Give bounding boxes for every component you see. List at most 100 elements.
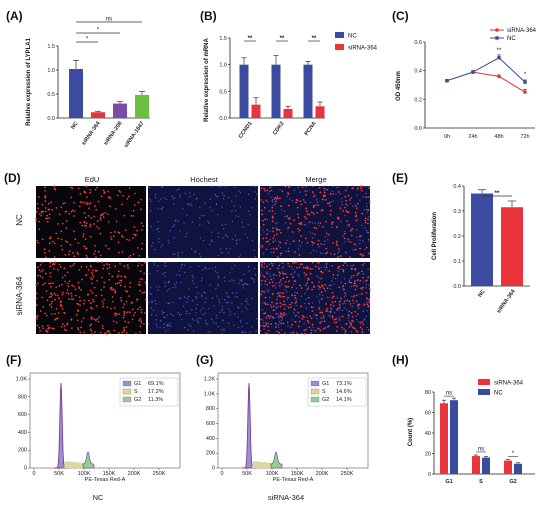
edu-cell: [281, 190, 284, 193]
edu-cell: [138, 319, 141, 322]
nucleus: [169, 325, 172, 327]
micrograph-nc-hochest: [147, 185, 258, 259]
nucleus: [273, 284, 276, 287]
nucleus: [207, 308, 210, 310]
nucleus: [253, 249, 256, 252]
edu-cell: [365, 196, 368, 199]
edu-cell: [264, 280, 267, 282]
nucleus: [193, 193, 195, 195]
nucleus: [328, 314, 330, 317]
edu-cell: [315, 314, 318, 317]
edu-cell: [316, 211, 319, 214]
nucleus: [343, 278, 346, 280]
nucleus: [220, 251, 222, 253]
nucleus: [280, 320, 283, 322]
nucleus: [295, 298, 298, 301]
edu-cell: [311, 310, 314, 312]
edu-cell: [328, 270, 331, 272]
bar-NC: [471, 193, 493, 286]
edu-cell: [279, 291, 281, 294]
nucleus: [177, 311, 179, 314]
data-point: [471, 70, 475, 74]
edu-cell: [93, 215, 95, 218]
nucleus: [172, 226, 174, 228]
edu-cell: [322, 194, 325, 197]
edu-cell: [337, 267, 339, 270]
nucleus: [269, 275, 272, 277]
edu-cell: [40, 270, 43, 273]
nucleus: [262, 229, 264, 231]
nucleus: [195, 286, 198, 288]
edu-cell: [266, 229, 269, 231]
nucleus: [156, 265, 159, 267]
edu-cell: [326, 251, 329, 254]
nucleus: [342, 235, 344, 237]
nucleus: [159, 319, 162, 322]
edu-cell: [269, 190, 271, 193]
nucleus: [199, 237, 202, 239]
nucleus: [179, 194, 181, 196]
edu-cell: [50, 292, 52, 295]
series-line-NC: [446, 57, 526, 83]
bar-G2-siRNA-364: [504, 460, 512, 474]
edu-cell: [111, 275, 114, 278]
edu-cell: [99, 331, 102, 334]
data-point: [497, 56, 501, 60]
edu-cell: [65, 291, 68, 294]
edu-cell: [72, 298, 75, 301]
nucleus: [203, 291, 205, 294]
edu-cell: [323, 187, 326, 190]
edu-cell: [35, 217, 37, 220]
nucleus: [205, 322, 207, 324]
edu-cell: [106, 213, 109, 216]
edu-cell: [110, 307, 112, 310]
edu-cell: [108, 332, 111, 334]
edu-cell: [117, 282, 119, 285]
y-tick-label: 1.5: [47, 44, 55, 50]
edu-cell: [307, 267, 309, 270]
edu-cell: [363, 303, 366, 306]
nucleus: [218, 277, 220, 279]
nucleus: [204, 266, 206, 269]
nucleus: [247, 303, 249, 305]
nucleus: [157, 208, 160, 210]
edu-cell: [263, 206, 266, 209]
nucleus: [184, 326, 186, 329]
edu-cell: [303, 329, 306, 332]
nucleus: [306, 289, 308, 291]
nucleus: [309, 252, 312, 254]
nucleus: [222, 237, 224, 239]
edu-cell: [350, 234, 353, 237]
edu-cell: [39, 213, 41, 215]
edu-cell: [348, 300, 351, 302]
edu-cell: [128, 295, 130, 297]
nucleus: [309, 231, 311, 233]
nucleus: [221, 306, 223, 308]
nucleus: [341, 197, 343, 200]
panel-label-b: (B): [200, 9, 217, 23]
edu-cell: [297, 216, 300, 219]
nucleus: [155, 314, 158, 317]
edu-cell: [77, 242, 80, 244]
edu-cell: [48, 249, 51, 252]
nucleus: [245, 283, 247, 285]
nucleus: [318, 288, 320, 290]
nucleus: [365, 185, 367, 188]
nucleus: [172, 197, 174, 200]
edu-cell: [271, 281, 274, 284]
panel-label-h: (H): [392, 353, 409, 367]
nucleus: [149, 292, 151, 294]
edu-cell: [287, 192, 289, 194]
edu-cell: [269, 186, 271, 189]
nucleus: [274, 239, 277, 241]
edu-cell: [132, 237, 134, 239]
y-tick-label: 200: [206, 451, 215, 457]
edu-cell: [355, 300, 358, 303]
edu-cell: [365, 291, 368, 294]
edu-cell: [328, 284, 331, 287]
edu-cell: [268, 210, 271, 212]
nucleus: [237, 215, 240, 218]
nucleus: [273, 198, 276, 200]
edu-cell: [53, 187, 56, 190]
nucleus: [191, 274, 194, 277]
